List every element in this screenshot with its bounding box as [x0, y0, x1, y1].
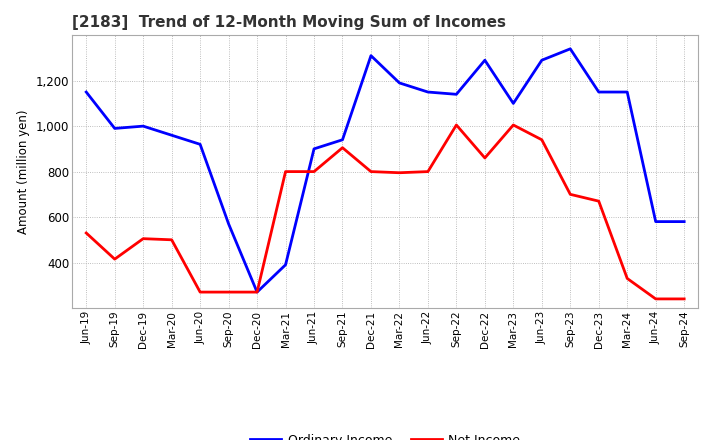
Net Income [480, 155, 489, 161]
Ordinary Income [480, 58, 489, 63]
Ordinary Income [167, 132, 176, 138]
Ordinary Income [310, 146, 318, 151]
Ordinary Income [566, 46, 575, 51]
Ordinary Income [452, 92, 461, 97]
Net Income [167, 237, 176, 242]
Net Income [680, 296, 688, 301]
Ordinary Income [680, 219, 688, 224]
Net Income [423, 169, 432, 174]
Net Income [196, 290, 204, 295]
Ordinary Income [196, 142, 204, 147]
Legend: Ordinary Income, Net Income: Ordinary Income, Net Income [245, 429, 526, 440]
Net Income [225, 290, 233, 295]
Ordinary Income [652, 219, 660, 224]
Net Income [537, 137, 546, 143]
Ordinary Income [423, 89, 432, 95]
Net Income [310, 169, 318, 174]
Net Income [253, 290, 261, 295]
Ordinary Income [110, 126, 119, 131]
Ordinary Income [537, 58, 546, 63]
Ordinary Income [509, 101, 518, 106]
Net Income [566, 192, 575, 197]
Y-axis label: Amount (million yen): Amount (million yen) [17, 110, 30, 234]
Ordinary Income [395, 80, 404, 85]
Net Income [509, 122, 518, 128]
Ordinary Income [366, 53, 375, 58]
Text: [2183]  Trend of 12-Month Moving Sum of Incomes: [2183] Trend of 12-Month Moving Sum of I… [72, 15, 506, 30]
Net Income [82, 230, 91, 235]
Net Income [282, 169, 290, 174]
Net Income [652, 296, 660, 301]
Ordinary Income [338, 137, 347, 143]
Net Income [139, 236, 148, 241]
Ordinary Income [623, 89, 631, 95]
Line: Net Income: Net Income [86, 125, 684, 299]
Net Income [366, 169, 375, 174]
Ordinary Income [225, 221, 233, 227]
Ordinary Income [595, 89, 603, 95]
Net Income [110, 257, 119, 262]
Net Income [595, 198, 603, 204]
Ordinary Income [253, 290, 261, 295]
Net Income [338, 145, 347, 150]
Net Income [452, 122, 461, 128]
Ordinary Income [82, 89, 91, 95]
Ordinary Income [139, 124, 148, 129]
Net Income [395, 170, 404, 176]
Ordinary Income [282, 262, 290, 268]
Net Income [623, 276, 631, 281]
Line: Ordinary Income: Ordinary Income [86, 49, 684, 292]
